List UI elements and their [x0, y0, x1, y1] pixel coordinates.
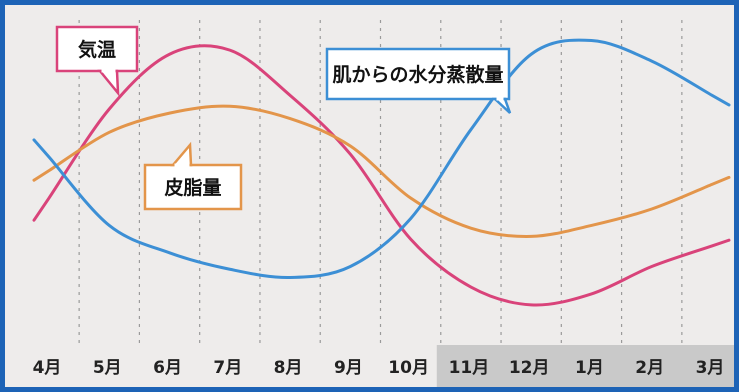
sebum-callout: 皮脂量	[143, 141, 243, 211]
x-tick-label: 8月	[274, 358, 303, 378]
x-tick-label: 12月	[509, 358, 550, 378]
water-evaporation-line	[32, 38, 731, 279]
series-name-label: 皮脂量	[164, 176, 221, 199]
series-lines	[32, 38, 731, 307]
series-name-label: 気温	[78, 38, 116, 61]
x-tick-label: 6月	[153, 358, 182, 378]
x-tick-label: 7月	[213, 358, 242, 378]
x-tick-label: 2月	[635, 358, 664, 378]
x-tick-label: 1月	[575, 358, 604, 378]
shaded-months-band	[436, 345, 734, 387]
x-tick-label: 4月	[33, 358, 62, 378]
water-evaporation-callout: 肌からの水分蒸散量	[325, 47, 512, 114]
x-tick-label: 10月	[388, 358, 429, 378]
x-axis-tick-labels: 4月 5月 6月 7月 8月 9月 10月 11月 12月 1月 2月 3月	[33, 358, 725, 378]
sebum-line	[32, 104, 731, 238]
shaded-label-band	[436, 345, 734, 387]
temperature-callout: 気温	[55, 25, 139, 97]
x-tick-label: 9月	[334, 358, 363, 378]
temperature-line	[32, 44, 731, 307]
x-tick-label: 11月	[449, 358, 490, 378]
series-name-label: 肌からの水分蒸散量	[332, 63, 503, 86]
x-tick-label: 3月	[696, 358, 725, 378]
x-tick-label: 5月	[93, 358, 122, 378]
